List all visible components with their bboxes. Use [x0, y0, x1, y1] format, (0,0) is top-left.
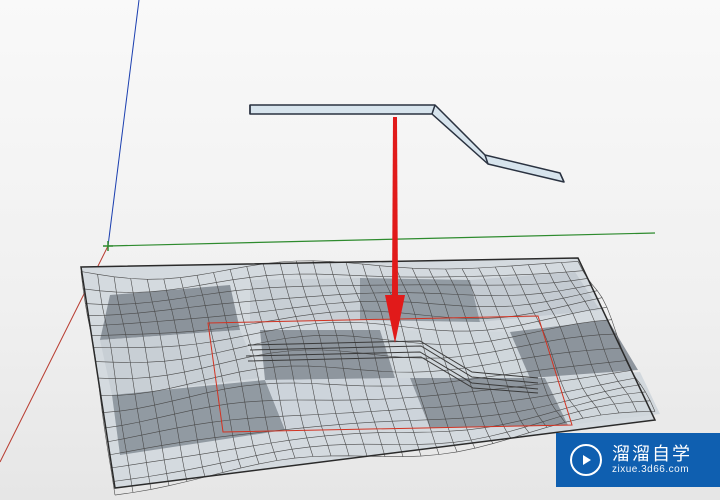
watermark-url: zixue.3d66.com	[612, 464, 692, 475]
scene-svg	[0, 0, 720, 500]
watermark-brand: 溜溜自学	[612, 445, 692, 465]
play-icon	[570, 444, 602, 476]
modeling-viewport[interactable]: 溜溜自学 zixue.3d66.com	[0, 0, 720, 500]
watermark-badge: 溜溜自学 zixue.3d66.com	[556, 433, 720, 487]
watermark-text: 溜溜自学 zixue.3d66.com	[612, 445, 692, 476]
drop-arrow	[385, 117, 405, 343]
floating-path-shape	[250, 105, 564, 182]
